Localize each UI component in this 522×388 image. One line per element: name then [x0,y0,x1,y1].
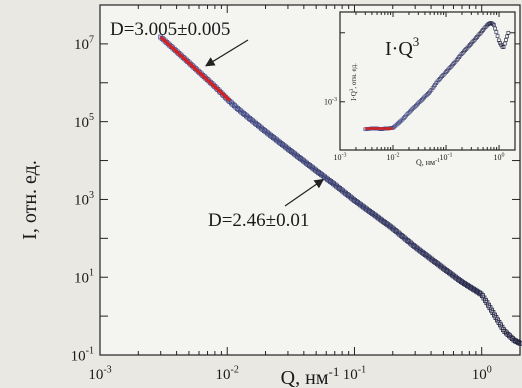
data-point [256,123,261,129]
data-point [505,331,511,337]
data-point [502,329,508,334]
data-point [508,334,514,340]
data-point [403,236,409,242]
inset-y-tick-labels: 10-3 [324,97,337,107]
inset-data-point [495,34,500,38]
annotation-arrow-1 [204,39,249,67]
data-point [237,108,243,114]
data-point [493,315,499,320]
y-tick-label: 103 [74,190,94,209]
data-point [257,124,263,130]
data-point [496,319,502,325]
data-point [233,104,239,110]
data-point [487,305,493,311]
inset-data-point [494,30,499,34]
inset-data-point [506,30,511,35]
data-point [490,310,496,315]
data-point [254,122,260,127]
data-point [242,112,248,118]
x-tick-label: 100 [472,364,492,383]
data-point [410,242,416,248]
inset-chart: 10-3 10-2 10-1 100 10-3 I·Q3 Q, нм-1 I·Q3, … [324,11,516,167]
data-point [234,106,240,111]
x-tick-label: 10-2 [216,364,239,383]
data-point [516,340,521,345]
inset-tick-marks [339,12,516,150]
data-point [389,225,395,231]
x-tick-label: 10-2 [387,152,400,162]
y-tick-label: 10-1 [71,346,94,365]
fractal-dimension-annotation-1: D=3.005±0.005 [110,19,230,40]
inset-x-axis-label: Q, нм-1 [416,158,440,167]
data-point [404,238,410,243]
inset-data-point [492,23,496,27]
main-y-tick-labels: 10-1 101 103 105 107 [71,34,94,364]
inset-data-point [501,45,506,49]
data-point [409,241,415,247]
main-x-tick-labels: 10-3 10-2 10-1 100 [88,364,491,383]
data-point [486,302,491,308]
data-point [251,119,257,125]
data-point [397,231,403,237]
data-point [504,330,509,336]
fractal-dimension-annotation-2: D=2.46±0.01 [208,210,309,231]
main-y-axis-label: I, отн. ед. [19,160,41,240]
inset-data-point [502,41,507,46]
data-point [477,290,482,296]
y-tick-label: 101 [74,268,94,287]
x-tick-label: 10-1 [343,364,366,383]
x-tick-label: 100 [494,152,505,162]
inset-data-point [493,26,497,31]
data-point [498,322,503,328]
data-point [401,235,407,241]
data-point [239,109,245,115]
data-point [492,312,497,318]
y-tick-label: 10-3 [324,97,337,107]
data-point [406,239,412,245]
data-point [499,324,505,330]
data-point [253,120,258,126]
data-point [407,240,413,246]
data-point [517,340,522,346]
data-point [392,228,398,233]
data-point [507,333,512,339]
inset-data-point [505,34,509,39]
data-point [248,117,254,123]
data-point [240,110,246,116]
data-point [259,125,264,131]
data-point [484,300,490,306]
y-tick-label: 107 [74,34,94,53]
x-tick-label: 10-1 [440,152,453,162]
data-point [400,234,406,240]
x-tick-label: 10-3 [88,364,111,383]
data-point [398,233,404,238]
data-point [245,114,251,120]
data-point [236,107,242,113]
data-point [247,115,252,121]
main-x-axis-label: Q, нм-1 [281,364,340,388]
y-tick-label: 105 [74,112,94,131]
data-point [395,230,401,236]
data-point [514,339,520,345]
data-point [228,100,234,106]
data-point [243,113,249,119]
inset-x-tick-labels: 10-3 10-2 10-1 100 [334,152,505,162]
data-point [231,103,237,109]
fit-line-segment [159,35,232,102]
x-tick-label: 10-3 [334,152,347,162]
data-point [394,229,400,235]
data-point [391,226,397,232]
inset-data-point [504,38,508,42]
data-point [250,118,255,124]
data-point [230,101,236,107]
annotation-arrow-2 [284,178,325,207]
inset-title: I·Q3 [385,34,419,60]
data-point [489,307,494,313]
data-point [260,126,266,132]
data-point [495,317,500,323]
data-point [513,338,518,344]
main-fit-line [159,35,232,102]
inset-y-axis-label: I·Q3, отн. ед. [350,63,358,101]
